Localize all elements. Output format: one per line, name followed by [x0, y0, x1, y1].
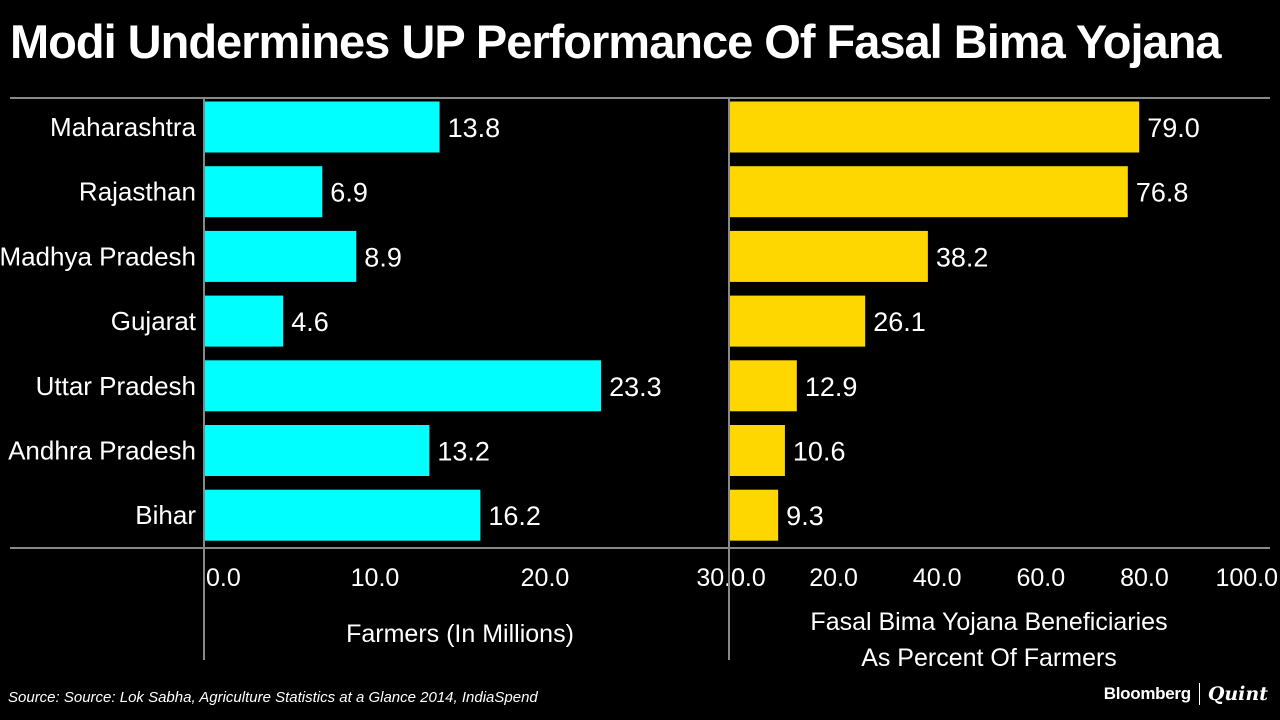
right-bar-bihar	[730, 489, 779, 541]
right-bar-rajasthan	[730, 166, 1128, 218]
brand-separator	[1198, 683, 1200, 705]
right-value-label: 12.9	[805, 372, 858, 402]
left-bar-rajasthan	[205, 166, 323, 218]
left-bar-uttar-pradesh	[205, 360, 602, 412]
right-value-label: 26.1	[873, 307, 926, 337]
left-value-label: 4.6	[291, 307, 329, 337]
right-value-label: 79.0	[1147, 113, 1200, 143]
chart-title: Modi Undermines UP Performance Of Fasal …	[10, 15, 1222, 68]
right-bar-gujarat	[730, 295, 866, 347]
right-axis-title: Fasal Bima Yojana Beneficiaries	[810, 608, 1167, 636]
left-value-label: 13.2	[437, 437, 490, 467]
right-bar-madhya-pradesh	[730, 230, 928, 282]
right-tick-label: 40.0	[913, 564, 962, 592]
left-bar-madhya-pradesh	[205, 230, 357, 282]
category-label-uttar-pradesh: Uttar Pradesh	[36, 371, 196, 401]
left-bar-andhra-pradesh	[205, 425, 430, 476]
left-tick-label: 30.0	[696, 564, 745, 592]
left-value-label: 23.3	[609, 372, 662, 402]
brand-bloomberg: Bloomberg	[1103, 684, 1191, 703]
right-value-label: 9.3	[786, 501, 824, 531]
right-bar-uttar-pradesh	[730, 360, 797, 412]
category-label-madhya-pradesh: Madhya Pradesh	[0, 241, 196, 271]
right-axis-title: As Percent Of Farmers	[861, 644, 1117, 672]
left-tick-label: 20.0	[521, 564, 570, 592]
right-value-label: 76.8	[1136, 178, 1189, 208]
category-label-andhra-pradesh: Andhra Pradesh	[8, 436, 196, 466]
right-tick-label: 0.0	[731, 564, 766, 592]
right-tick-label: 100.0	[1215, 564, 1278, 592]
left-axis-title: Farmers (In Millions)	[346, 620, 574, 648]
right-value-label: 38.2	[936, 242, 989, 272]
right-bar-andhra-pradesh	[730, 425, 785, 476]
left-value-label: 16.2	[488, 501, 541, 531]
category-label-rajasthan: Rajasthan	[79, 177, 196, 207]
left-bar-gujarat	[205, 295, 284, 347]
category-label-maharashtra: Maharashtra	[50, 112, 196, 142]
brand-quint: Quint	[1207, 683, 1268, 705]
source-note: Source: Source: Lok Sabha, Agriculture S…	[8, 689, 538, 706]
left-value-label: 6.9	[330, 178, 368, 208]
left-tick-label: 10.0	[351, 564, 400, 592]
right-bar-maharashtra	[730, 101, 1140, 153]
right-value-label: 10.6	[793, 437, 846, 467]
left-bar-bihar	[205, 489, 481, 541]
left-value-label: 13.8	[448, 113, 501, 143]
left-value-label: 8.9	[364, 242, 402, 272]
brand-logo: Bloomberg Quint	[1104, 683, 1268, 705]
left-bar-maharashtra	[205, 101, 440, 153]
category-label-gujarat: Gujarat	[111, 306, 197, 336]
right-tick-label: 60.0	[1016, 564, 1065, 592]
right-tick-label: 20.0	[809, 564, 858, 592]
right-tick-label: 80.0	[1120, 564, 1169, 592]
category-label-bihar: Bihar	[135, 500, 196, 530]
left-tick-label: 0.0	[206, 564, 241, 592]
